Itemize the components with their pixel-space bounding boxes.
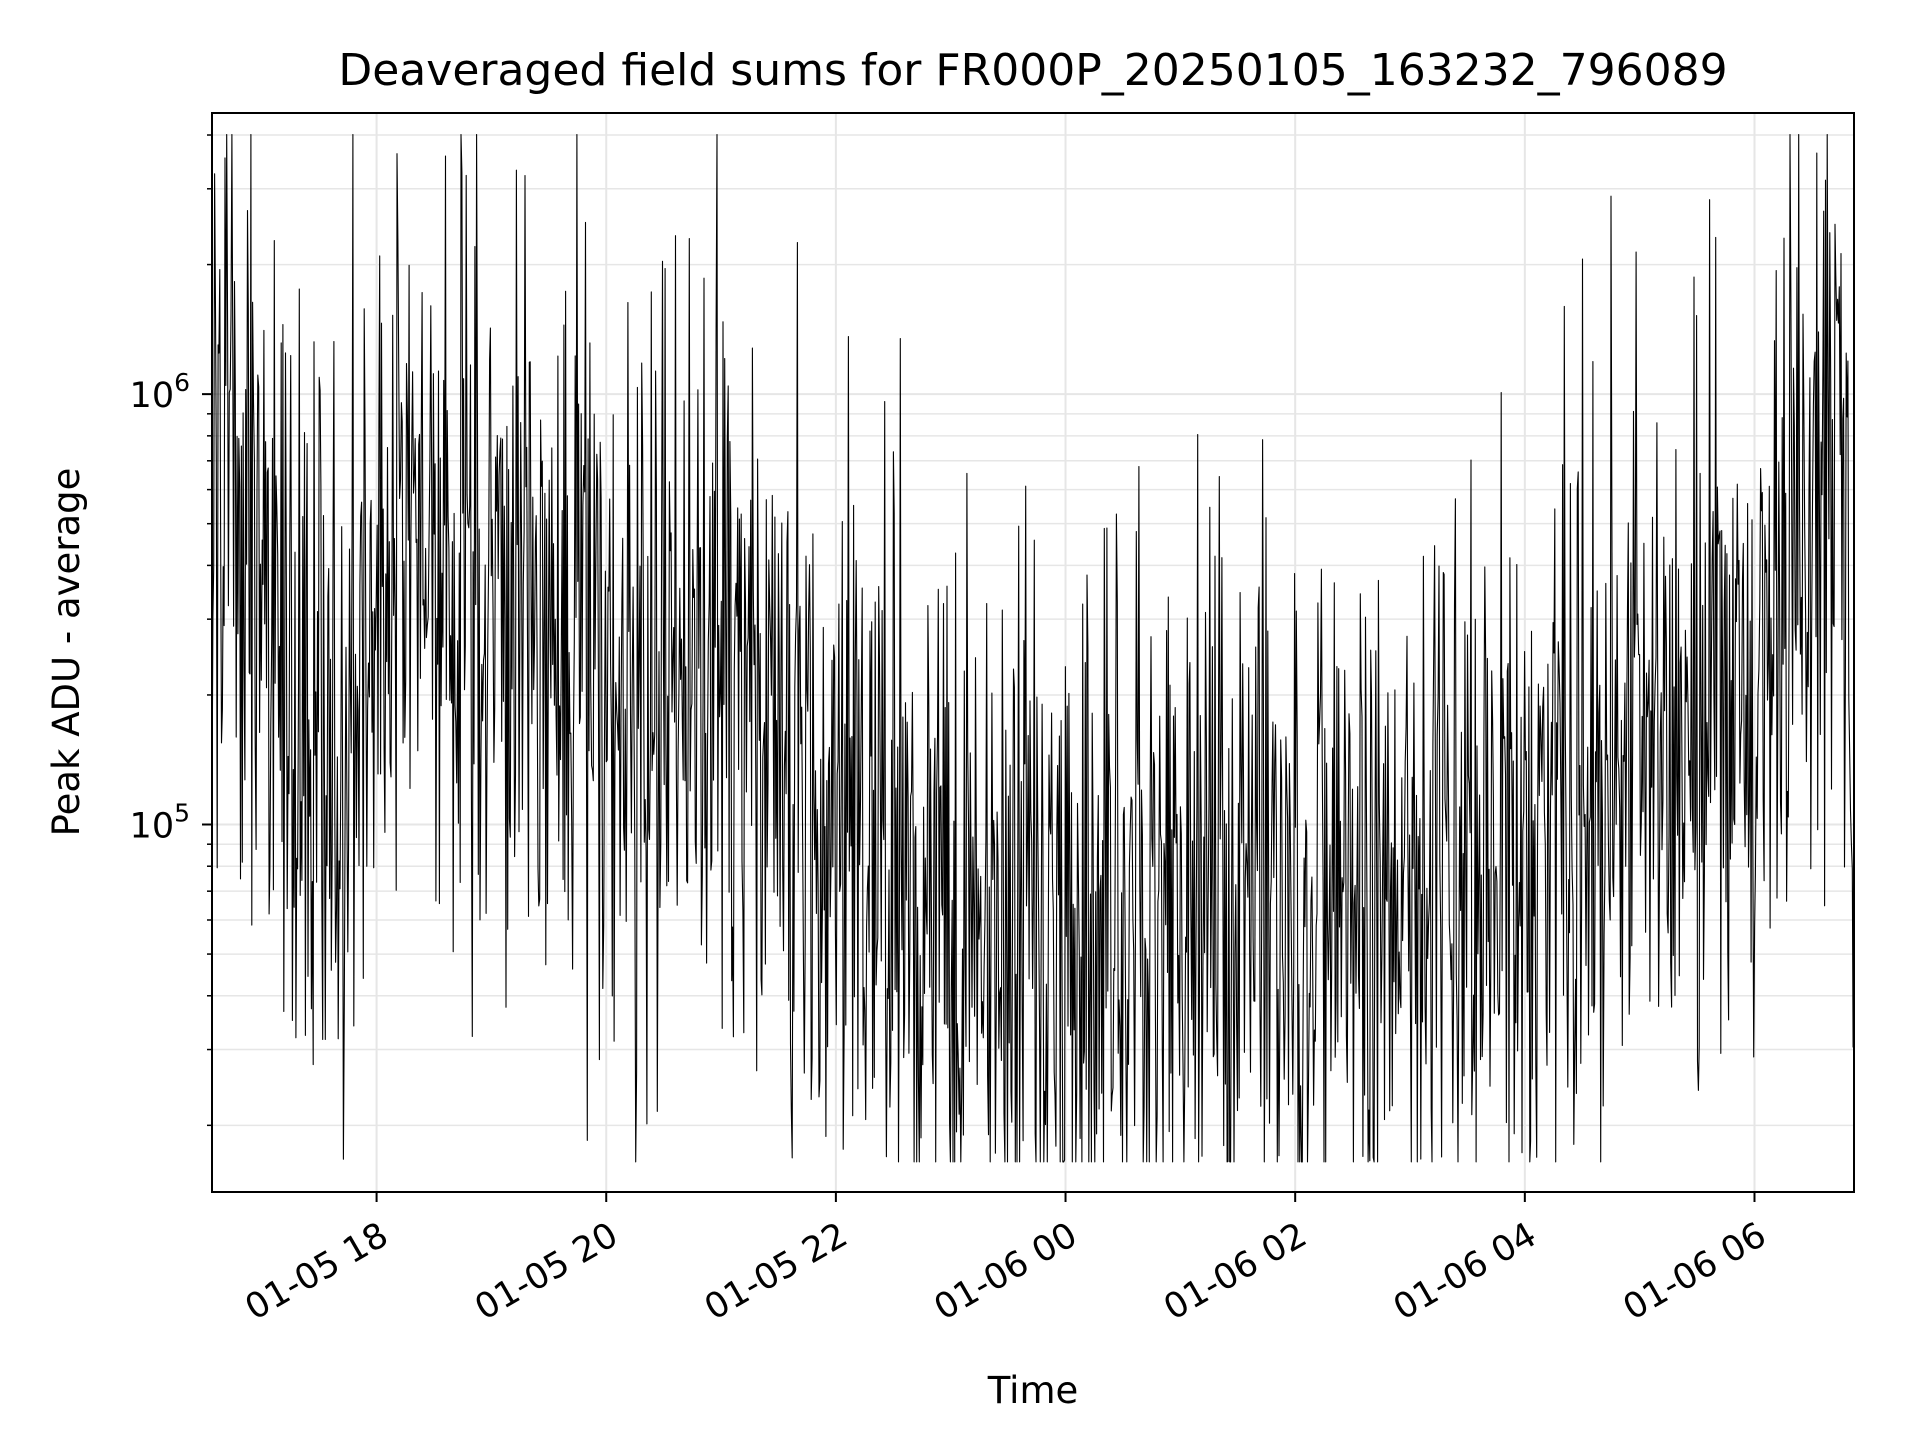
y-tick-label: 105: [130, 799, 190, 847]
x-axis: 01-05 18 01-05 20 01-05 22 01-06 00 01-06 02…: [239, 1192, 1773, 1328]
x-tick-label: 01-06 04: [1387, 1215, 1543, 1328]
plot-frame: [211, 112, 1855, 1193]
y-tick-label: 106: [130, 368, 190, 416]
y-axis: 105 106: [130, 134, 212, 1127]
chart-title: Deaveraged field sums for FR000P_2025010…: [338, 45, 1727, 96]
series-line: [211, 133, 1855, 1163]
x-tick-label: 01-05 18: [239, 1215, 395, 1328]
x-tick-label: 01-05 22: [698, 1215, 854, 1328]
x-tick-label: 01-06 06: [1617, 1215, 1773, 1328]
x-tick-label: 01-06 02: [1157, 1215, 1313, 1328]
x-tick-label: 01-05 20: [468, 1215, 624, 1328]
x-tick-label: 01-06 00: [928, 1215, 1084, 1328]
x-axis-label: Time: [987, 1369, 1079, 1412]
grid: [212, 113, 1854, 1192]
y-axis-label: Peak ADU - average: [45, 468, 88, 837]
